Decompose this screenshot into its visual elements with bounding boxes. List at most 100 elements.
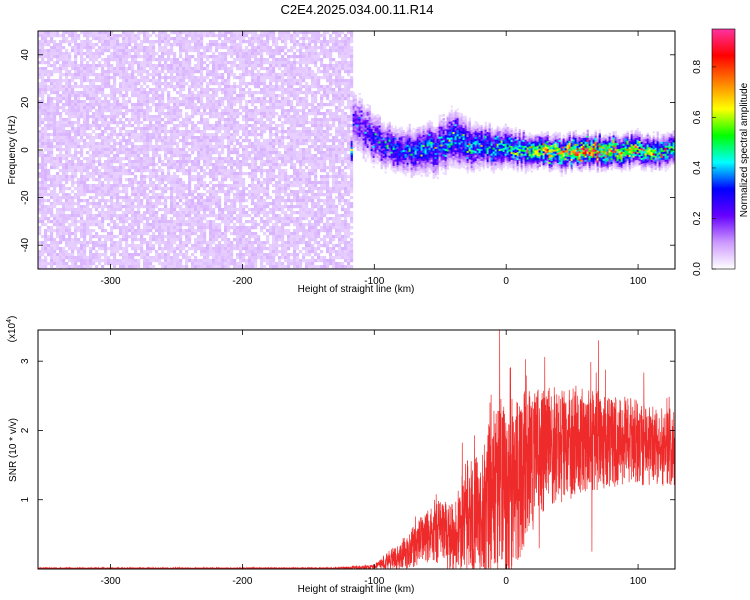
spectrogram-cell (140, 214, 144, 218)
spectrogram-cell (179, 166, 183, 170)
spectrogram-cell (68, 247, 72, 251)
spectrogram-cell (125, 31, 129, 35)
spectrogram-cell (218, 37, 222, 41)
spectrogram-cell (143, 100, 147, 104)
spectrogram-cell (92, 43, 96, 47)
spectrogram-cell (176, 76, 180, 80)
spectrogram-cell (176, 166, 180, 170)
spectrogram-cell (86, 37, 90, 41)
spectrogram-cell (134, 43, 138, 47)
spectrogram-cell (134, 118, 138, 122)
spectrogram-cell (38, 151, 42, 155)
spectrogram-cell (161, 49, 165, 53)
spectrogram-cell (149, 136, 153, 140)
spectrogram-cell (164, 73, 168, 77)
spectrogram-cell (194, 34, 198, 38)
spectrogram-cell (227, 268, 231, 269)
spectrogram-cell (62, 214, 66, 218)
spectrogram-cell (257, 118, 261, 122)
spectrogram-cell (143, 181, 147, 185)
spectrogram-cell (68, 34, 72, 38)
spectrogram-cell (104, 250, 108, 254)
spectrogram-cell (191, 148, 195, 152)
spectrogram-cell (137, 202, 141, 206)
spectrogram-cell (248, 124, 252, 128)
spectrogram-cell (53, 229, 57, 233)
spectrogram-cell (116, 208, 120, 212)
spectrogram-cell (236, 139, 240, 143)
spectrogram-cell (152, 205, 156, 209)
spectrogram-cell (131, 106, 135, 110)
spectrogram-cell (128, 40, 132, 44)
spectrogram-cell (104, 79, 108, 83)
spectrogram-cell (140, 166, 144, 170)
spectrogram-cell (140, 247, 144, 251)
spectrogram-cell (143, 154, 147, 158)
spectrogram-cell (53, 49, 57, 53)
spectrogram-cell (38, 250, 42, 254)
spectrogram-cell (71, 127, 75, 131)
spectrogram-cell (38, 73, 42, 77)
spectrogram-cell (266, 37, 270, 41)
spectrogram-cell (146, 256, 150, 260)
spectrogram-cell (89, 85, 93, 89)
spectrogram-cell (137, 64, 141, 68)
spectrogram-cell (236, 133, 240, 137)
spectrogram-cell (122, 52, 126, 56)
spectrogram-cell (266, 46, 270, 50)
spectrogram-cell (41, 52, 45, 56)
spectrogram-cell (98, 49, 102, 53)
spectrogram-cell (182, 43, 186, 47)
spectrogram-cell (167, 94, 171, 98)
spectrogram-cell (254, 127, 258, 131)
spectrogram-cell (134, 37, 138, 41)
spectrogram-cell (149, 202, 153, 206)
spectrogram-cell (89, 148, 93, 152)
spectrogram-cell (53, 193, 57, 197)
spectrogram-cell (149, 262, 153, 266)
spectrogram-cell (179, 178, 183, 182)
spectrogram-cell (176, 154, 180, 158)
spectrogram-cell (95, 136, 99, 140)
spectrogram-cell (113, 181, 117, 185)
spectrogram-cell (53, 46, 57, 50)
spectrogram-cell (50, 211, 54, 215)
spectrogram-cell (251, 166, 255, 170)
spectrogram-cell (50, 166, 54, 170)
spectrogram-cell (65, 73, 69, 77)
spectrogram-cell (77, 196, 81, 200)
spectrogram-cell (119, 130, 123, 134)
spectrogram-cell (248, 238, 252, 242)
spectrogram-cell (38, 205, 42, 209)
spectrogram-cell (62, 79, 66, 83)
spectrogram-cell (68, 70, 72, 74)
spectrogram-cell (233, 31, 237, 35)
spectrogram-cell (242, 193, 246, 197)
spectrogram-cell (59, 232, 63, 236)
spectrogram-cell (260, 130, 264, 134)
spectrogram-cell (92, 115, 96, 119)
spectrogram-cell (236, 142, 240, 146)
spectrogram-cell (191, 160, 195, 164)
spectrogram-cell (209, 190, 213, 194)
spectrogram-cell (59, 79, 63, 83)
spectrogram-cell (65, 31, 69, 35)
spectrogram-cell (209, 97, 213, 101)
spectrogram-cell (179, 220, 183, 224)
spectrogram-cell (71, 211, 75, 215)
spectrogram-cell (170, 82, 174, 86)
spectrogram-cell (83, 133, 87, 137)
spectrogram-cell (41, 205, 45, 209)
spectrogram-cell (176, 190, 180, 194)
spectrogram-cell (107, 175, 111, 179)
spectrogram-cell (173, 211, 177, 215)
spectrogram-cell (257, 46, 261, 50)
spectrogram-cell (110, 118, 114, 122)
spectrogram-cell (59, 208, 63, 212)
spectrogram-cell (203, 208, 207, 212)
spectrogram-cell (257, 169, 261, 173)
spectrogram-cell (239, 241, 243, 245)
spectrogram-cell (92, 145, 96, 149)
spectrogram-cell (164, 148, 168, 152)
spectrogram-cell (197, 85, 201, 89)
